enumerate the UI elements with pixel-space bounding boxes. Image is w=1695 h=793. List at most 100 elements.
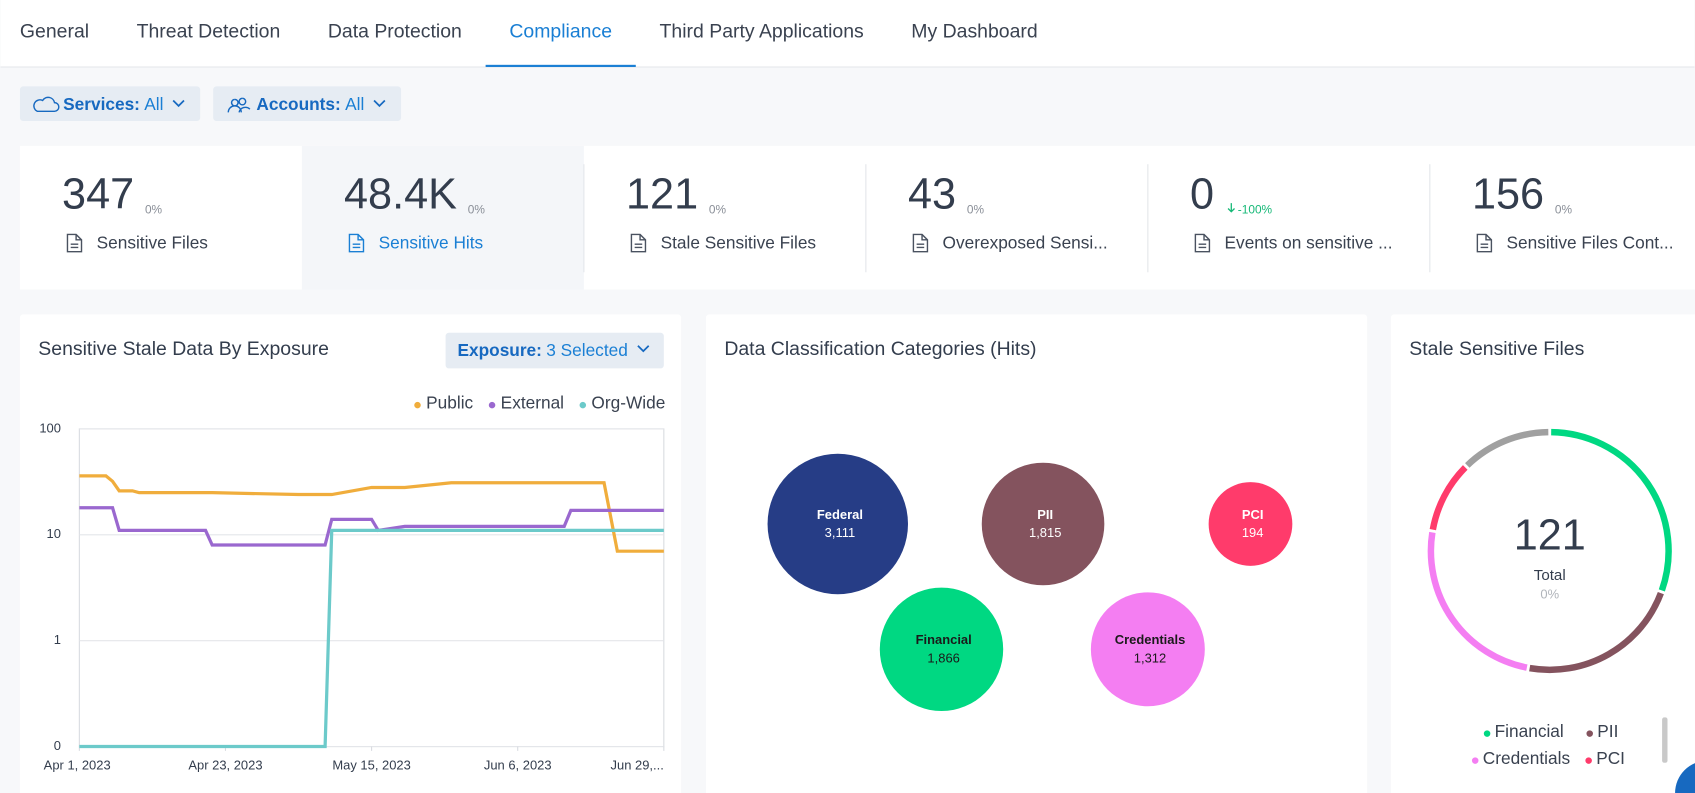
legend-dot bbox=[488, 401, 496, 409]
kpi-number[interactable]: 121 0% bbox=[626, 171, 727, 219]
kpi-label[interactable]: Events on sensitive ... bbox=[1225, 233, 1393, 253]
kpi-change: 0% bbox=[1555, 203, 1573, 217]
kpi-value: 156 bbox=[1472, 171, 1544, 219]
bubble[interactable] bbox=[767, 453, 909, 595]
panel-title: Sensitive Stale Data By Exposure bbox=[38, 338, 329, 360]
kpi-value: 0 bbox=[1190, 171, 1214, 219]
donut-segment[interactable] bbox=[1529, 591, 1664, 674]
bubble-value: 1,815 bbox=[1029, 525, 1061, 540]
panel bbox=[1390, 314, 1695, 793]
bubble-name: Federal bbox=[817, 507, 863, 522]
x-tick-label: Apr 23, 2023 bbox=[188, 757, 262, 772]
filter-pill[interactable] bbox=[213, 86, 402, 122]
donut-label: Total bbox=[1534, 567, 1566, 584]
legend-dot bbox=[1471, 757, 1479, 764]
tab[interactable]: Compliance bbox=[509, 21, 612, 43]
legend-dot bbox=[579, 401, 587, 409]
y-tick-label: 100 bbox=[39, 420, 61, 435]
filter-value: All bbox=[144, 93, 163, 113]
filter-label: Services: bbox=[63, 93, 140, 113]
legend-label[interactable]: Credentials bbox=[1483, 748, 1571, 768]
tab[interactable]: My Dashboard bbox=[911, 21, 1037, 43]
y-tick-label: 1 bbox=[54, 632, 61, 647]
help-button[interactable] bbox=[1675, 761, 1695, 793]
bubble-value: 194 bbox=[1242, 525, 1264, 540]
series-line bbox=[79, 528, 664, 749]
tab[interactable]: Data Protection bbox=[328, 21, 462, 43]
dropdown-value: 3 Selected bbox=[546, 340, 628, 360]
filter-pill[interactable] bbox=[19, 86, 201, 122]
kpi-number[interactable]: 0 -100% bbox=[1190, 171, 1273, 219]
kpi-label[interactable]: Sensitive Files bbox=[97, 233, 209, 253]
kpi-label[interactable]: Sensitive Files Cont... bbox=[1507, 233, 1674, 253]
legend-label[interactable]: PII bbox=[1597, 721, 1618, 741]
x-tick-label: May 15, 2023 bbox=[332, 757, 411, 772]
bubble-name: Financial bbox=[916, 632, 972, 647]
doc-icon bbox=[630, 233, 647, 253]
bubble-value: 1,312 bbox=[1134, 650, 1166, 665]
doc-icon bbox=[348, 233, 365, 253]
doc-icon bbox=[1476, 233, 1493, 253]
y-tick-label: 10 bbox=[47, 526, 61, 541]
donut-segment[interactable] bbox=[1551, 428, 1672, 592]
kpi-value: 48.4K bbox=[344, 171, 457, 219]
cloud-icon bbox=[33, 96, 60, 112]
panel bbox=[19, 314, 682, 793]
legend-label[interactable]: Public bbox=[426, 393, 473, 413]
filter-text: Services: All bbox=[63, 93, 163, 113]
series-line bbox=[79, 506, 664, 547]
bubble-name: Credentials bbox=[1115, 632, 1186, 647]
chevron bbox=[172, 99, 185, 108]
tab-underline bbox=[485, 64, 636, 67]
donut-segment[interactable] bbox=[1465, 428, 1549, 468]
kpi-number[interactable]: 48.4K 0% bbox=[344, 171, 485, 219]
kpi-label[interactable]: Stale Sensitive Files bbox=[661, 233, 817, 253]
kpi-number[interactable]: 43 0% bbox=[908, 171, 984, 219]
kpi-label[interactable]: Overexposed Sensi... bbox=[943, 233, 1108, 253]
panel-title: Stale Sensitive Files bbox=[1409, 338, 1584, 360]
kpi-row bbox=[19, 145, 1695, 290]
bubble[interactable] bbox=[1208, 482, 1293, 566]
trend-icon bbox=[1227, 203, 1235, 213]
y-tick-label: 0 bbox=[54, 738, 61, 753]
series-line bbox=[79, 474, 664, 553]
kpi-value: 347 bbox=[62, 171, 134, 219]
legend-dot bbox=[1483, 730, 1491, 737]
scrollbar[interactable] bbox=[1662, 717, 1668, 763]
kpi-value: 121 bbox=[626, 171, 698, 219]
filter-text: Accounts: All bbox=[256, 93, 364, 113]
legend-dot bbox=[1586, 730, 1593, 737]
tab-bar bbox=[0, 0, 1695, 67]
filter-label: Accounts: bbox=[256, 93, 340, 113]
bubble[interactable] bbox=[879, 587, 1004, 712]
dropdown[interactable] bbox=[445, 332, 664, 369]
kpi-label[interactable]: Sensitive Hits bbox=[379, 233, 484, 253]
tab[interactable]: General bbox=[20, 21, 89, 43]
chevron bbox=[637, 345, 650, 353]
bubble[interactable] bbox=[1090, 592, 1205, 707]
legend-label[interactable]: Financial bbox=[1495, 721, 1564, 741]
kpi-change: 0% bbox=[709, 203, 727, 217]
kpi-number[interactable]: 156 0% bbox=[1472, 171, 1573, 219]
bubble[interactable] bbox=[981, 462, 1105, 586]
legend-label[interactable]: Org-Wide bbox=[591, 393, 665, 413]
doc-icon bbox=[912, 233, 929, 253]
kpi-value: 43 bbox=[908, 171, 956, 219]
donut-total: 121 bbox=[1514, 511, 1586, 559]
donut-change: 0% bbox=[1540, 587, 1559, 602]
bubble-value: 3,111 bbox=[825, 525, 856, 540]
dropdown-text: Exposure: 3 Selected bbox=[457, 340, 627, 360]
doc-icon bbox=[1194, 233, 1211, 253]
legend-label[interactable]: PCI bbox=[1596, 748, 1625, 768]
legend-label[interactable]: External bbox=[501, 393, 564, 413]
x-tick-label: Jun 29,... bbox=[611, 757, 664, 772]
donut-segment[interactable] bbox=[1427, 531, 1528, 671]
doc-icon bbox=[66, 233, 83, 253]
tab[interactable]: Threat Detection bbox=[137, 21, 281, 43]
donut-segment[interactable] bbox=[1429, 465, 1468, 531]
bubble-name: PII bbox=[1037, 507, 1053, 522]
tab[interactable]: Third Party Applications bbox=[660, 21, 864, 43]
panel-title: Data Classification Categories (Hits) bbox=[724, 338, 1036, 360]
kpi-number[interactable]: 347 0% bbox=[62, 171, 163, 219]
